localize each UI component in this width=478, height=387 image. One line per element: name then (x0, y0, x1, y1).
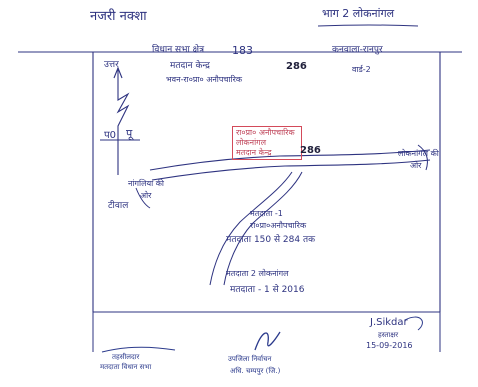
signature-date: 15-09-2016 (366, 341, 413, 350)
road-left-label-1: नांगलिया की (128, 179, 164, 188)
middle-label-3: मतदाता 150 से 284 तक (226, 235, 316, 245)
booth-box-line1: रा०प्रा० अनौपचारिक (236, 128, 295, 137)
lower-label-2: मतदाता - 1 से 2016 (230, 285, 305, 295)
main-road-upper (149, 149, 431, 171)
left-stamp-line1: तहसीलदार (112, 353, 140, 361)
middle-label-1: मतदाता -1 (250, 209, 283, 218)
north-arrow-icon (116, 70, 130, 175)
middle-label-2: रा०प्रा०अनौपचारिक (250, 221, 307, 230)
road-curve-right (417, 144, 428, 171)
road-curve-left (135, 187, 151, 209)
branch-road-left-edge (209, 171, 293, 286)
booth-box-line3: मतदान केन्द्र (236, 148, 272, 157)
info-line1-prefix: विधान सभा क्षेत्र (152, 45, 205, 55)
info-line2-number: 286 (286, 61, 307, 72)
main-road-lower (151, 159, 431, 181)
signature-right: J.Sikdar (370, 317, 408, 328)
center-stamp-line1: उपजिला निर्वाचन (228, 355, 272, 363)
west-label: प0 (104, 130, 117, 141)
header-underline (317, 24, 419, 27)
signature-right-sub: हस्ताक्षर (378, 331, 399, 339)
info-number-a: 183 (232, 44, 253, 57)
info-line2-suffix: वार्ड-2 (352, 65, 371, 74)
left-stamp-underline (101, 346, 176, 353)
right-signature-flourish (404, 316, 423, 331)
lower-label-1: मतदाता 2 लोकनांगल (226, 269, 289, 278)
center-stamp-line2: अधि. चम्पपुर (जि.) (230, 367, 281, 375)
left-place-label: टीवाल (108, 201, 129, 211)
north-arrow-head-icon (113, 66, 123, 79)
road-right-label-1: लोकनांगल की (398, 149, 439, 158)
east-label: पू (126, 127, 133, 140)
info-line3: भवन-रा०प्रा० अनौपचारिक (166, 75, 243, 84)
left-stamp-line2: मतदाता विधान सभा (100, 363, 152, 371)
booth-box-line2: लोकनांगल (236, 138, 267, 147)
signature-scribble (254, 331, 281, 351)
info-line1-suffix: कनवाला-रानपुर (332, 45, 383, 55)
north-label: उत्तर (104, 60, 119, 70)
road-right-label-2: ओर (410, 161, 422, 170)
header-right-title: भाग 2 लोकनांगल (322, 7, 395, 20)
booth-number: 286 (300, 145, 321, 156)
header-left-title: नजरी नक्शा (90, 9, 147, 24)
booth-stamp-box: रा०प्रा० अनौपचारिक लोकनांगल मतदान केन्द्… (232, 126, 302, 160)
branch-road-right-edge (223, 171, 303, 286)
info-line2-prefix: मतदान केन्द्र (170, 61, 210, 71)
road-left-label-2: ओर (140, 191, 152, 200)
